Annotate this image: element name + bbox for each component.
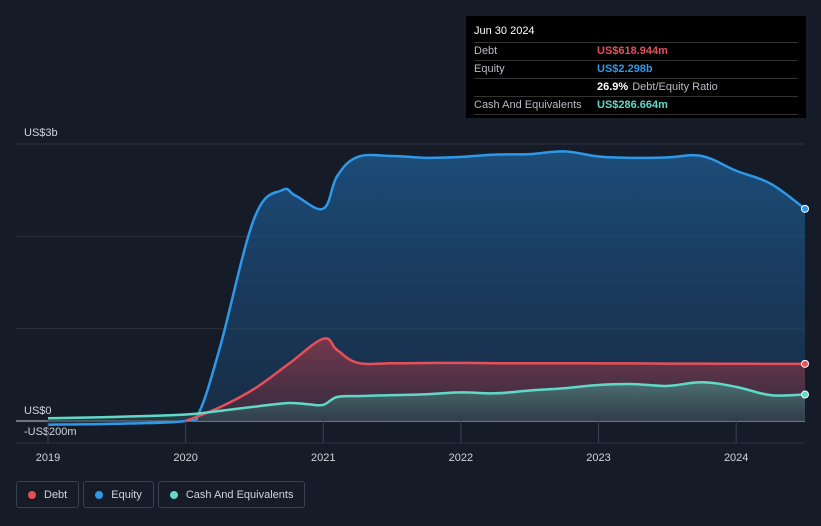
end-marker-equity <box>801 204 809 213</box>
tooltip-row-cash: Cash And Equivalents US$286.664m <box>474 97 798 115</box>
tooltip-label: Cash And Equivalents <box>474 99 582 111</box>
legend-label: Equity <box>111 488 142 501</box>
tooltip-label: Equity <box>474 63 505 75</box>
legend: Debt Equity Cash And Equivalents <box>16 481 306 510</box>
area-layers <box>48 151 806 425</box>
legend-label: Debt <box>44 488 68 501</box>
x-axis-labels: 2019 2020 2021 2022 2023 2024 <box>36 421 748 464</box>
equity-dot-icon <box>95 490 104 499</box>
area-cash-and-equivalents <box>48 382 805 421</box>
y-axis-labels: US$3b US$0 -US$200m <box>24 127 77 438</box>
tooltip-value: US$286.664m <box>597 99 668 111</box>
tooltip-value: 26.9% <box>597 81 629 93</box>
line-cash-and-equivalents <box>47 380 806 420</box>
end-marker-cash-and-equivalents <box>801 390 809 399</box>
tooltip-label: Debt <box>474 45 498 57</box>
tooltip-row-ratio: 26.9% Debt/Equity Ratio <box>474 79 798 97</box>
x-tick-label: 2023 <box>586 452 610 464</box>
cash-dot-icon <box>169 490 178 499</box>
line-debt <box>185 337 806 423</box>
y-tick-label: US$3b <box>24 127 58 139</box>
x-tick-label: 2024 <box>724 452 748 464</box>
area-equity <box>48 151 805 425</box>
tooltip-label <box>474 79 597 96</box>
series-lines <box>47 150 806 426</box>
x-tick-label: 2020 <box>173 452 197 464</box>
legend-item-cash[interactable]: Cash And Equivalents <box>157 481 306 508</box>
y-tick-label: -US$200m <box>24 426 77 438</box>
tooltip-date: Jun 30 2024 <box>474 24 798 43</box>
tooltip-row-debt: Debt US$618.944m <box>474 43 798 61</box>
legend-item-equity[interactable]: Equity <box>83 481 154 508</box>
tooltip-value: US$2.298b <box>597 63 653 75</box>
legend-item-debt[interactable]: Debt <box>16 481 80 508</box>
x-tick-label: 2022 <box>449 452 473 464</box>
tooltip-row-equity: Equity US$2.298b <box>474 61 798 79</box>
x-tick-label: 2021 <box>311 452 335 464</box>
line-equity <box>47 150 806 426</box>
data-tooltip: Jun 30 2024 Debt US$618.944m Equity US$2… <box>466 16 806 118</box>
legend-label: Cash And Equivalents <box>185 488 294 501</box>
debt-dot-icon <box>28 490 36 499</box>
x-tick-label: 2019 <box>36 452 60 464</box>
tooltip-value: US$618.944m <box>597 45 668 57</box>
end-marker-debt <box>801 359 809 368</box>
end-markers <box>801 204 809 399</box>
y-tick-label: US$0 <box>24 405 52 417</box>
tooltip-sublabel: Debt/Equity Ratio <box>632 81 718 93</box>
